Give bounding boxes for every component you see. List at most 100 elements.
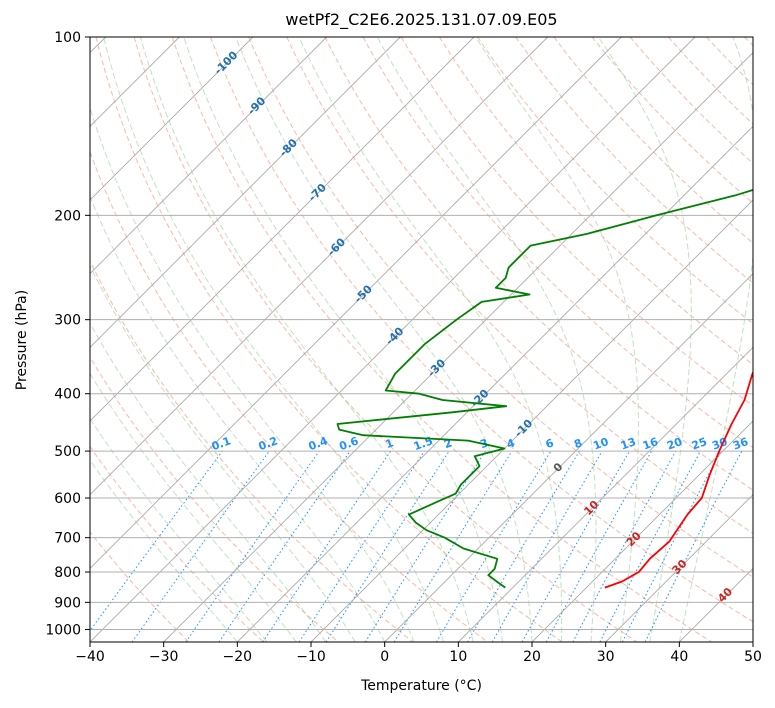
isotherm-label: -30 <box>425 356 448 379</box>
x-tick-label: −20 <box>223 649 253 665</box>
isotherm-label: 0 <box>551 460 566 475</box>
y-tick-label: 200 <box>54 208 81 224</box>
mixing-ratio-label: 10 <box>591 435 610 453</box>
x-axis-label: Temperature (°C) <box>361 678 482 694</box>
dry-adiabat <box>477 37 753 325</box>
x-tick-label: 20 <box>523 649 541 665</box>
mixing-ratio-label: 6 <box>544 436 556 451</box>
y-tick-label: 600 <box>54 491 81 507</box>
dry-adiabat <box>515 37 753 284</box>
isotherm <box>90 37 401 348</box>
isotherm-label: -80 <box>277 136 300 159</box>
isotherm <box>752 641 753 642</box>
isotherm <box>163 52 753 642</box>
temperature-profile <box>604 370 753 589</box>
isotherm <box>90 37 254 201</box>
mixing-ratio-line <box>185 450 320 642</box>
mixing-ratio-label: 1 <box>384 436 396 451</box>
plot-frame <box>89 36 754 643</box>
y-tick-label: 400 <box>54 387 81 403</box>
mixing-ratio-line <box>572 450 677 642</box>
mixing-ratio-label: 20 <box>665 435 684 453</box>
dry-adiabat <box>362 37 753 449</box>
chart-title: wetPf2_C2E6.2025.131.07.09.E05 <box>285 10 558 29</box>
dry-adiabat <box>95 37 563 642</box>
moist-adiabat <box>90 264 356 642</box>
isotherm-label: -40 <box>383 324 406 347</box>
isotherm-label: -10 <box>512 416 535 439</box>
moist-adiabat <box>183 37 503 642</box>
dry-adiabat <box>248 37 753 578</box>
moist-adiabat <box>678 37 753 642</box>
mixing-ratio-line <box>262 450 392 642</box>
isotherm <box>90 37 696 642</box>
dry-adiabat <box>400 37 753 407</box>
mixing-ratio-label: 0.4 <box>307 434 330 453</box>
mixing-ratio-line <box>435 450 552 642</box>
mixing-ratio-label: 8 <box>572 436 584 451</box>
isotherm <box>237 125 753 642</box>
mixing-ratio-label: 16 <box>641 435 660 453</box>
isotherm <box>310 199 753 642</box>
isotherm-label: -50 <box>352 282 375 305</box>
x-tick-label: 0 <box>380 649 389 665</box>
moist-adiabat <box>90 417 268 642</box>
moist-adiabat <box>597 37 692 642</box>
y-tick-label: 500 <box>54 444 81 460</box>
isotherm <box>90 37 327 275</box>
dry-adiabat <box>591 37 753 204</box>
mixing-ratio-line <box>131 450 270 642</box>
dry-adiabat <box>668 37 753 125</box>
mixing-ratio-line <box>90 450 223 632</box>
mixing-ratio-line <box>467 450 580 642</box>
x-tick-label: 30 <box>597 649 615 665</box>
dry-adiabat <box>133 37 638 642</box>
y-tick-label: 800 <box>54 565 81 581</box>
dewpoint-profile <box>336 189 753 589</box>
isotherm-label: -70 <box>306 181 329 204</box>
y-tick-label: 900 <box>54 595 81 611</box>
dry-adiabat <box>90 150 488 642</box>
x-tick-label: 10 <box>449 649 467 665</box>
isotherm <box>605 494 753 642</box>
isotherm-label: 20 <box>624 529 644 549</box>
mixing-ratio-label: 2 <box>442 436 454 451</box>
moist-adiabat <box>103 37 445 642</box>
dry-adiabat <box>90 259 414 642</box>
isotherm-label: 10 <box>581 498 601 518</box>
mixing-ratio-line <box>545 450 653 642</box>
isotherm-label: -60 <box>325 235 348 258</box>
mixing-ratio-label: 36 <box>731 435 750 453</box>
mixing-ratio-label: 4 <box>505 436 517 451</box>
isotherm <box>90 37 622 569</box>
mixing-ratio-line <box>393 450 513 642</box>
dry-adiabat <box>286 37 753 534</box>
moist-adiabat <box>90 459 238 642</box>
x-tick-label: 40 <box>670 649 688 665</box>
isotherm-label: -20 <box>468 387 491 410</box>
isotherm <box>384 273 753 642</box>
mixing-ratio-label: 0.6 <box>338 434 361 453</box>
y-tick-label: 100 <box>54 30 81 46</box>
mixing-ratio-line <box>644 450 743 642</box>
moist-adiabat <box>235 37 533 642</box>
x-tick-label: −10 <box>296 649 326 665</box>
x-tick-label: −40 <box>75 649 105 665</box>
moist-adiabat <box>90 195 386 642</box>
y-axis-label: Pressure (hPa) <box>14 289 30 391</box>
moist-adiabat <box>90 372 297 642</box>
moist-adiabat <box>90 106 415 642</box>
mixing-ratio-label: 0.2 <box>257 434 280 453</box>
dry-adiabat <box>629 37 753 165</box>
moist-adiabat <box>90 322 327 642</box>
dry-adiabat <box>90 445 264 642</box>
dry-adiabat <box>744 37 753 47</box>
x-tick-label: −30 <box>149 649 179 665</box>
moist-adiabat <box>376 37 597 642</box>
mixing-ratio-line <box>298 450 425 642</box>
moist-adiabat <box>139 37 474 642</box>
mixing-ratio-line <box>325 450 450 642</box>
mixing-ratio-line <box>521 450 630 642</box>
